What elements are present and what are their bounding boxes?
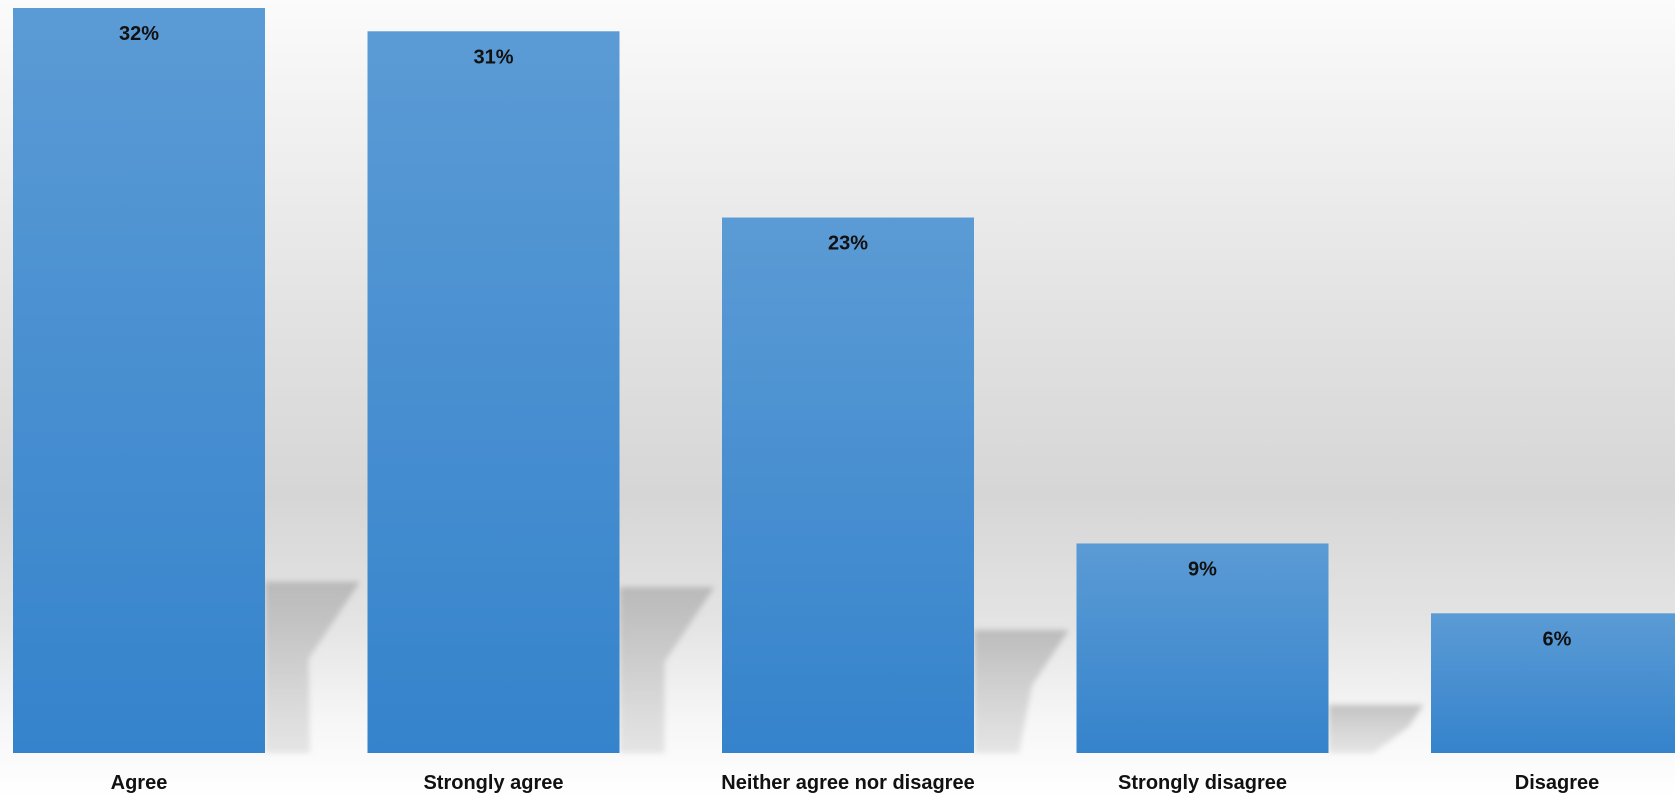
value-labels-group: 32% 31% 23% 9% 6%: [119, 23, 1572, 650]
x-tick-label: Strongly disagree: [1118, 772, 1287, 794]
data-label: 31%: [473, 46, 513, 68]
bar-strongly-agree: [367, 31, 620, 753]
bar-strongly-disagree: [1076, 543, 1329, 753]
x-tick-label: Neither agree nor disagree: [721, 772, 974, 794]
x-tick-label: Disagree: [1515, 772, 1600, 794]
bar-shadow: [265, 581, 360, 753]
bars-group: [13, 8, 1675, 753]
bar-shadow: [974, 629, 1069, 753]
bar-agree: [13, 8, 265, 753]
data-label: 9%: [1188, 558, 1217, 580]
x-tick-label: Agree: [111, 772, 168, 794]
data-label: 23%: [828, 233, 868, 255]
data-label: 32%: [119, 23, 159, 45]
x-tick-label: Strongly agree: [423, 772, 563, 794]
bar-shadow: [1328, 704, 1424, 753]
category-labels-group: Agree Strongly agree Neither agree nor dis…: [111, 772, 1600, 794]
bar-shadows: [265, 581, 1424, 753]
bar-shadow: [619, 587, 715, 753]
bar-disagree: [1431, 613, 1675, 753]
bar-neither-agree-nor-disagree: [722, 217, 974, 753]
data-label: 6%: [1543, 628, 1572, 650]
